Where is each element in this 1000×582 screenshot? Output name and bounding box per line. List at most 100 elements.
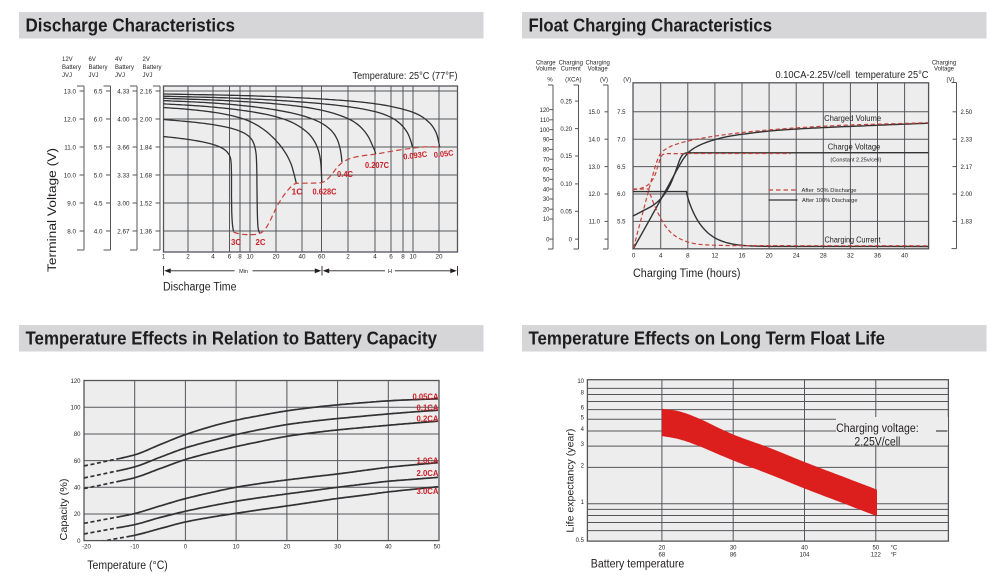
svg-text:Battery: Battery xyxy=(115,65,134,71)
svg-text:104: 104 xyxy=(799,553,810,559)
svg-text:36: 36 xyxy=(874,253,881,260)
svg-text:Battery: Battery xyxy=(62,65,81,71)
svg-text:8.0: 8.0 xyxy=(67,228,76,235)
svg-text:5.5: 5.5 xyxy=(617,220,626,226)
svg-text:1C: 1C xyxy=(292,187,303,196)
svg-text:4: 4 xyxy=(373,253,377,260)
svg-text:H: H xyxy=(388,269,392,275)
svg-text:0.15: 0.15 xyxy=(560,154,572,160)
svg-text:50: 50 xyxy=(543,178,550,184)
svg-text:10.0: 10.0 xyxy=(64,172,77,179)
svg-text:Float Charging Characteristics: Float Charging Characteristics xyxy=(529,15,773,36)
svg-text:Min: Min xyxy=(239,269,248,275)
svg-text:6.0: 6.0 xyxy=(617,192,626,198)
svg-text:20: 20 xyxy=(659,546,666,552)
svg-text:After 50% Discharge: After 50% Discharge xyxy=(802,188,857,194)
svg-text:0: 0 xyxy=(569,237,573,243)
svg-text:2: 2 xyxy=(346,253,350,260)
svg-text:(V): (V) xyxy=(600,77,608,83)
svg-text:4.5: 4.5 xyxy=(94,200,103,207)
svg-text:10: 10 xyxy=(577,379,584,385)
svg-text:Battery: Battery xyxy=(89,65,108,71)
svg-text:1.84: 1.84 xyxy=(140,144,153,151)
svg-text:0: 0 xyxy=(546,237,550,243)
svg-text:8: 8 xyxy=(401,253,405,260)
svg-text:5.5: 5.5 xyxy=(94,144,103,151)
svg-text:2: 2 xyxy=(186,253,190,260)
svg-text:11.0: 11.0 xyxy=(64,144,76,151)
svg-text:20: 20 xyxy=(435,253,443,260)
svg-text:10: 10 xyxy=(233,545,240,551)
svg-text:Voltage: Voltage xyxy=(934,66,955,72)
svg-text:0.207C: 0.207C xyxy=(365,161,389,170)
svg-text:0.25: 0.25 xyxy=(560,99,572,105)
svg-text:3.66: 3.66 xyxy=(117,144,130,151)
svg-text:0: 0 xyxy=(184,545,188,551)
svg-text:0.4C: 0.4C xyxy=(337,170,353,179)
svg-text:Temperature: 25°C (77°F): Temperature: 25°C (77°F) xyxy=(353,71,458,82)
svg-text:%: % xyxy=(547,77,553,83)
svg-text:3.0CA: 3.0CA xyxy=(417,486,439,496)
svg-text:2.50: 2.50 xyxy=(961,110,973,116)
svg-text:3: 3 xyxy=(581,442,585,448)
svg-text:Charging: Charging xyxy=(932,60,956,66)
svg-text:7.0: 7.0 xyxy=(617,137,626,143)
svg-text:6.0: 6.0 xyxy=(94,116,103,123)
svg-text:0.5: 0.5 xyxy=(576,538,585,544)
svg-text:1: 1 xyxy=(162,253,166,260)
svg-text:2.16: 2.16 xyxy=(140,88,153,95)
svg-text:(XCA): (XCA) xyxy=(565,77,581,83)
svg-text:40: 40 xyxy=(801,546,808,552)
svg-text:2V: 2V xyxy=(143,57,150,63)
svg-text:°F: °F xyxy=(891,553,897,559)
svg-text:2.25V/cell: 2.25V/cell xyxy=(854,436,900,448)
svg-text:1.83: 1.83 xyxy=(961,220,973,226)
svg-text:120: 120 xyxy=(70,379,81,385)
svg-text:30: 30 xyxy=(334,545,341,551)
svg-text:110: 110 xyxy=(540,118,550,124)
svg-text:(V): (V) xyxy=(623,77,631,83)
svg-text:100: 100 xyxy=(70,406,81,412)
svg-text:6.5: 6.5 xyxy=(94,88,103,95)
svg-text:100: 100 xyxy=(539,128,550,134)
svg-text:5: 5 xyxy=(581,415,585,421)
svg-text:13.0: 13.0 xyxy=(588,165,600,171)
svg-text:4V: 4V xyxy=(115,57,122,63)
svg-text:2: 2 xyxy=(581,463,585,469)
svg-text:Battery temperature: Battery temperature xyxy=(591,559,685,571)
svg-text:0.05: 0.05 xyxy=(560,210,572,216)
svg-text:10: 10 xyxy=(246,253,254,260)
svg-text:4: 4 xyxy=(659,253,663,260)
svg-text:8: 8 xyxy=(238,253,242,260)
svg-text:0.093C: 0.093C xyxy=(403,150,428,162)
svg-text:4.00: 4.00 xyxy=(117,116,130,123)
svg-text:-10: -10 xyxy=(130,545,139,551)
svg-text:4: 4 xyxy=(581,427,585,433)
svg-text:60: 60 xyxy=(318,253,326,260)
svg-text:15.0: 15.0 xyxy=(588,110,600,116)
svg-text:14.0: 14.0 xyxy=(588,137,600,143)
svg-text:8: 8 xyxy=(581,391,585,397)
svg-text:0.10CA-2.25V/cell temperature: 0.10CA-2.25V/cell temperature 25°C xyxy=(776,70,929,81)
svg-text:Discharge Characteristics: Discharge Characteristics xyxy=(26,15,236,36)
svg-text:10: 10 xyxy=(409,253,417,260)
svg-text:20: 20 xyxy=(543,207,550,213)
svg-text:Current: Current xyxy=(561,66,581,72)
svg-text:5.0: 5.0 xyxy=(94,172,103,179)
svg-text:2.67: 2.67 xyxy=(117,228,130,235)
svg-text:3.00: 3.00 xyxy=(117,200,130,207)
svg-text:1: 1 xyxy=(581,500,585,506)
svg-text:1.52: 1.52 xyxy=(140,200,153,207)
svg-text:Charging voltage:: Charging voltage: xyxy=(836,423,919,435)
svg-text:12.0: 12.0 xyxy=(588,192,600,198)
svg-text:24: 24 xyxy=(793,253,800,260)
svg-text:Temperature Effects in Relatio: Temperature Effects in Relation to Batte… xyxy=(26,328,438,349)
svg-text:0.20: 0.20 xyxy=(560,127,572,133)
svg-text:80: 80 xyxy=(74,432,81,438)
svg-text:70: 70 xyxy=(543,157,550,163)
svg-text:After 100% Discharge: After 100% Discharge xyxy=(802,198,858,204)
svg-text:0.1CA: 0.1CA xyxy=(417,402,439,412)
svg-text:0.05CA: 0.05CA xyxy=(413,392,439,402)
svg-text:Charged Volume: Charged Volume xyxy=(824,114,882,123)
svg-text:0.2CA: 0.2CA xyxy=(417,413,439,423)
